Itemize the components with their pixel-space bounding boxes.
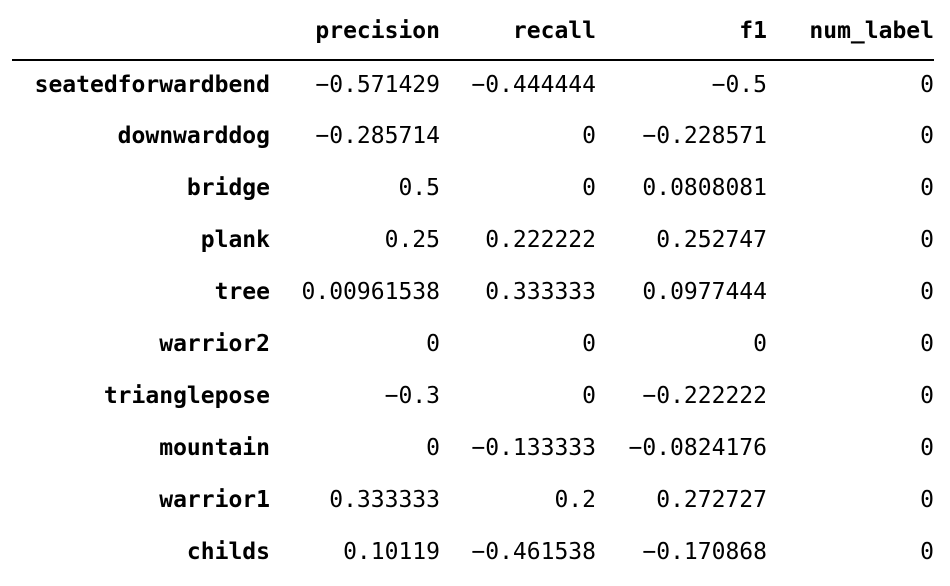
- row-label: tree: [214, 278, 270, 305]
- cell-recall: 0: [582, 382, 596, 409]
- row-label: childs: [186, 538, 270, 565]
- column-header-recall: recall: [512, 17, 596, 44]
- table-row: plank 0.25 0.222222 0.252747 0: [12, 214, 934, 266]
- cell-f1: 0.0977444: [642, 278, 767, 305]
- cell-recall: 0.333333: [485, 278, 596, 305]
- cell-precision: −0.571429: [315, 72, 440, 98]
- cell-precision: 0.5: [398, 174, 440, 201]
- cell-recall: 0: [582, 122, 596, 149]
- cell-recall: 0: [582, 330, 596, 357]
- cell-recall: 0.222222: [485, 226, 596, 253]
- dataframe-output: precision recall f1 num_label seatedforw…: [12, 0, 934, 578]
- row-label: mountain: [159, 434, 270, 461]
- row-label: warrior2: [159, 330, 270, 357]
- cell-f1: −0.170868: [642, 538, 767, 565]
- cell-num-label: 0: [920, 174, 934, 201]
- table-row: tree 0.00961538 0.333333 0.0977444 0: [12, 266, 934, 318]
- cell-num-label: 0: [920, 434, 934, 461]
- cell-recall: −0.461538: [471, 538, 596, 565]
- cell-num-label: 0: [920, 122, 934, 149]
- cell-precision: 0.25: [384, 226, 440, 253]
- cell-f1: −0.228571: [642, 122, 767, 149]
- cell-precision: 0.333333: [329, 486, 440, 513]
- results-table: precision recall f1 num_label seatedforw…: [12, 0, 934, 578]
- table-body: seatedforwardbend −0.571429 −0.444444 −0…: [12, 60, 934, 578]
- cell-num-label: 0: [920, 278, 934, 305]
- table-header: precision recall f1 num_label: [12, 0, 934, 60]
- cell-precision: −0.3: [384, 382, 440, 409]
- table-row: downwarddog −0.285714 0 −0.228571 0: [12, 110, 934, 162]
- row-label: warrior1: [159, 486, 270, 513]
- row-label: trianglepose: [103, 382, 270, 409]
- cell-precision: 0.10119: [343, 538, 440, 565]
- cell-f1: −0.5: [711, 72, 767, 98]
- row-label: seatedforwardbend: [34, 72, 270, 98]
- table-row: warrior2 0 0 0 0: [12, 318, 934, 370]
- index-header: [12, 0, 270, 60]
- cell-recall: 0: [582, 174, 596, 201]
- table-row: warrior1 0.333333 0.2 0.272727 0: [12, 474, 934, 526]
- cell-f1: 0.0808081: [642, 174, 767, 201]
- table-row: bridge 0.5 0 0.0808081 0: [12, 162, 934, 214]
- row-label: bridge: [186, 174, 270, 201]
- table-row: trianglepose −0.3 0 −0.222222 0: [12, 370, 934, 422]
- column-header-num-label: num_label: [809, 17, 934, 44]
- cell-precision: 0: [426, 434, 440, 461]
- table-row: mountain 0 −0.133333 −0.0824176 0: [12, 422, 934, 474]
- cell-precision: 0.00961538: [301, 278, 440, 305]
- cell-precision: −0.285714: [315, 122, 440, 149]
- cell-f1: 0.252747: [656, 226, 767, 253]
- cell-recall: −0.444444: [471, 72, 596, 98]
- cell-num-label: 0: [920, 538, 934, 565]
- column-header-precision: precision: [315, 17, 440, 44]
- cell-f1: 0: [753, 330, 767, 357]
- cell-f1: −0.222222: [642, 382, 767, 409]
- cell-num-label: 0: [920, 382, 934, 409]
- cell-num-label: 0: [920, 486, 934, 513]
- table-row: seatedforwardbend −0.571429 −0.444444 −0…: [12, 60, 934, 110]
- cell-f1: −0.0824176: [628, 434, 767, 461]
- table-row: childs 0.10119 −0.461538 −0.170868 0: [12, 526, 934, 578]
- row-label: downwarddog: [117, 122, 270, 149]
- column-header-f1: f1: [739, 17, 767, 44]
- cell-num-label: 0: [920, 330, 934, 357]
- cell-precision: 0: [426, 330, 440, 357]
- cell-f1: 0.272727: [656, 486, 767, 513]
- header-row: precision recall f1 num_label: [12, 0, 934, 60]
- cell-num-label: 0: [920, 72, 934, 98]
- cell-num-label: 0: [920, 226, 934, 253]
- cell-recall: 0.2: [554, 486, 596, 513]
- cell-recall: −0.133333: [471, 434, 596, 461]
- row-label: plank: [200, 226, 270, 253]
